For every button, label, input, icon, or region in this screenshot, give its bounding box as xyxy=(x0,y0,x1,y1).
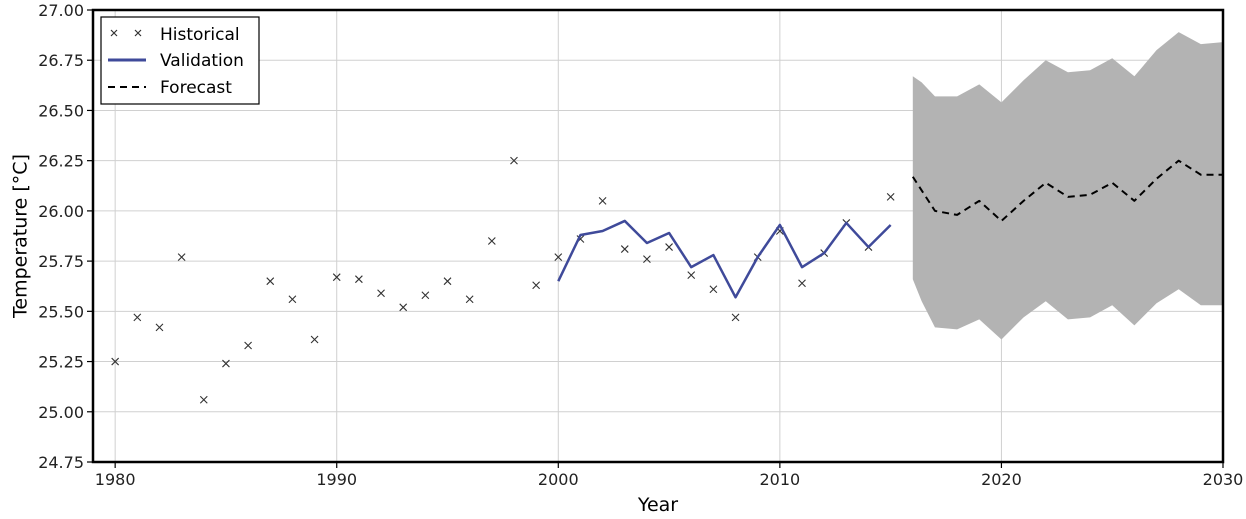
historical-point xyxy=(288,295,297,304)
historical-point xyxy=(665,243,673,251)
historical-point xyxy=(310,335,319,344)
historical-point xyxy=(244,341,252,350)
historical-point xyxy=(620,245,629,253)
historical-point xyxy=(643,255,651,263)
y-tick-label: 26.50 xyxy=(38,101,84,120)
historical-point xyxy=(111,357,120,366)
y-tick-label: 26.75 xyxy=(38,51,84,70)
historical-point xyxy=(155,323,164,332)
historical-point xyxy=(465,295,474,304)
y-tick-label: 25.25 xyxy=(38,353,84,372)
x-tick-label: 2020 xyxy=(981,470,1022,489)
forecast-confidence-band xyxy=(912,32,1223,340)
y-tick-label: 25.75 xyxy=(38,252,84,271)
x-axis-label: Year xyxy=(637,494,678,516)
historical-point xyxy=(421,291,430,300)
historical-point xyxy=(354,275,363,284)
validation-line xyxy=(557,219,892,299)
confidence-band-area xyxy=(912,32,1223,340)
historical-point xyxy=(554,253,563,261)
historical-point xyxy=(399,303,408,312)
historical-point xyxy=(532,281,541,290)
legend: Historical Validation Forecast xyxy=(100,16,260,105)
legend-marker-historical xyxy=(110,29,142,37)
historical-point xyxy=(266,277,275,286)
x-tick-label: 1990 xyxy=(316,470,357,489)
legend-label-forecast: Forecast xyxy=(160,78,232,98)
y-tick-label: 26.25 xyxy=(38,152,84,171)
y-tick-label: 25.00 xyxy=(38,403,84,422)
historical-point xyxy=(687,271,696,280)
y-tick-label: 26.00 xyxy=(38,202,84,221)
plot-frame xyxy=(91,8,1225,464)
x-tick-label: 1980 xyxy=(95,470,136,489)
y-axis-label: Temperature [°C] xyxy=(10,154,32,319)
historical-point xyxy=(332,273,341,282)
x-tick-label: 2030 xyxy=(1203,470,1244,489)
y-tick-label: 25.50 xyxy=(38,302,84,321)
historical-point xyxy=(510,156,518,165)
x-tick-label: 2010 xyxy=(760,470,801,489)
historical-point xyxy=(177,253,186,261)
historical-point xyxy=(709,285,718,294)
y-tick-label: 24.75 xyxy=(38,453,84,472)
legend-label-historical: Historical xyxy=(160,25,240,45)
historical-point xyxy=(487,237,496,245)
historical-point xyxy=(731,313,740,322)
historical-point xyxy=(222,359,230,368)
series-group xyxy=(111,156,1223,404)
historical-point xyxy=(133,313,142,322)
historical-point xyxy=(598,196,607,205)
y-tick-label: 27.00 xyxy=(38,1,84,20)
forecast-line xyxy=(911,159,1223,222)
historical-point xyxy=(798,279,806,288)
historical-point xyxy=(377,289,385,298)
historical-point xyxy=(886,192,895,201)
x-tick-label: 2000 xyxy=(538,470,579,489)
historical-point xyxy=(199,395,208,404)
historical-point xyxy=(443,277,452,286)
legend-label-validation: Validation xyxy=(160,51,244,71)
axis-ticks: 24.75 25.00 25.25 25.50 25.75 26.00 26.25 26.50… xyxy=(38,1,1243,489)
